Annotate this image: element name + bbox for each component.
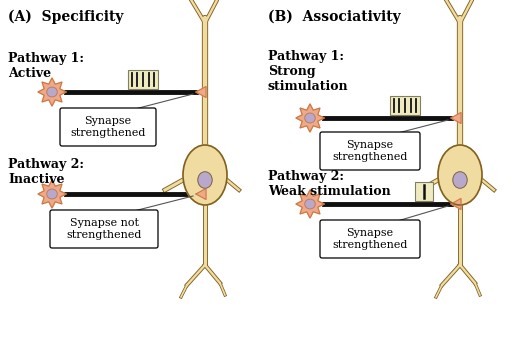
Polygon shape xyxy=(38,78,66,106)
Polygon shape xyxy=(451,112,461,123)
FancyBboxPatch shape xyxy=(320,132,420,170)
Text: (A)  Specificity: (A) Specificity xyxy=(8,10,123,24)
Text: Synapse
strengthened: Synapse strengthened xyxy=(332,140,408,162)
Text: (B)  Associativity: (B) Associativity xyxy=(268,10,401,24)
FancyBboxPatch shape xyxy=(390,96,420,115)
Ellipse shape xyxy=(47,189,57,199)
Polygon shape xyxy=(196,189,206,200)
Text: Pathway 1:
Strong
stimulation: Pathway 1: Strong stimulation xyxy=(268,50,349,93)
Polygon shape xyxy=(38,180,66,208)
FancyBboxPatch shape xyxy=(320,220,420,258)
Text: Synapse
strengthened: Synapse strengthened xyxy=(70,116,146,138)
Ellipse shape xyxy=(305,113,315,123)
Polygon shape xyxy=(296,190,324,218)
Ellipse shape xyxy=(438,145,482,205)
Text: Pathway 2:
Inactive: Pathway 2: Inactive xyxy=(8,158,84,186)
Polygon shape xyxy=(451,198,461,209)
Ellipse shape xyxy=(453,172,467,188)
Text: Pathway 2:
Weak stimulation: Pathway 2: Weak stimulation xyxy=(268,170,391,198)
Ellipse shape xyxy=(183,145,227,205)
Text: Pathway 1:
Active: Pathway 1: Active xyxy=(8,52,84,80)
FancyBboxPatch shape xyxy=(415,182,433,201)
Text: Synapse not
strengthened: Synapse not strengthened xyxy=(66,218,142,240)
Polygon shape xyxy=(296,104,324,132)
Ellipse shape xyxy=(47,87,57,97)
FancyBboxPatch shape xyxy=(128,70,158,89)
Ellipse shape xyxy=(305,199,315,209)
Text: Synapse
strengthened: Synapse strengthened xyxy=(332,228,408,250)
FancyBboxPatch shape xyxy=(50,210,158,248)
FancyBboxPatch shape xyxy=(60,108,156,146)
Ellipse shape xyxy=(198,172,212,188)
Polygon shape xyxy=(196,86,206,97)
